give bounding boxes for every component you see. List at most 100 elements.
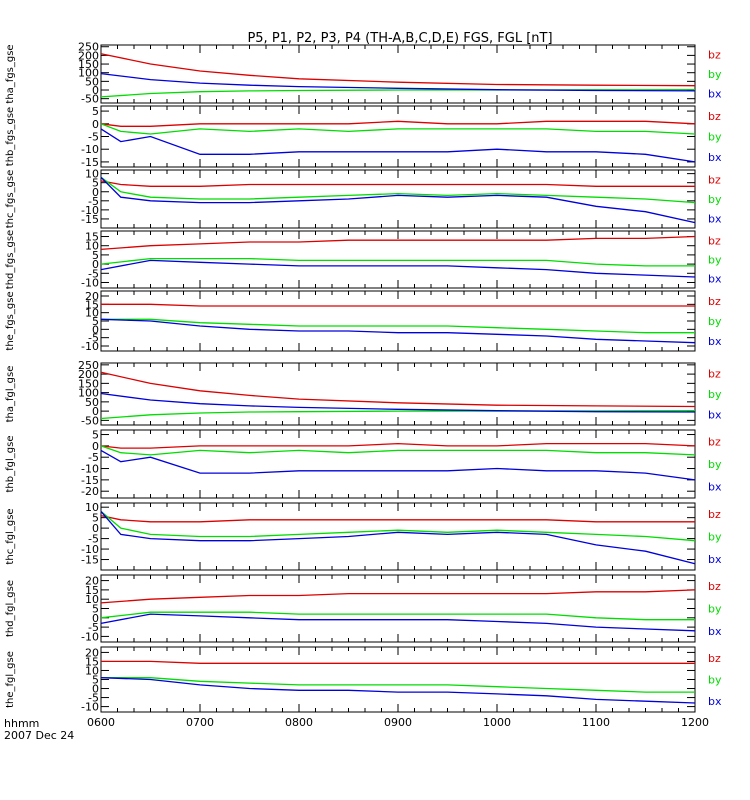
y-tick-label: 0 [92,84,99,97]
panel-frame [100,290,696,352]
y-tick-label: -15 [81,554,99,567]
y-axis-label: thd_fgs_gse [5,230,16,289]
y-tick-label: 0 [92,405,99,418]
series-line-by [100,257,695,267]
y-tick-label: 0 [92,612,99,625]
x-tick-label: 0600 [87,716,115,729]
y-axis-label: tha_fgl_gse [5,366,16,423]
legend-label-by: by [708,315,722,328]
series-line-bx [100,449,696,481]
legend-label-by: by [708,388,722,401]
legend-label-bz: bz [708,508,721,521]
y-tick-label: 15 [85,584,99,597]
y-tick-label: -5 [88,621,99,634]
y-tick-label: -10 [81,543,99,556]
series-line-bx [100,677,696,704]
y-tick-label: 10 [85,240,99,253]
legend-label-bz: bz [708,580,721,593]
y-tick-label: 5 [92,249,99,262]
chart-title: P5, P1, P2, P3, P4 (TH-A,B,C,D,E) FGS, F… [247,31,552,46]
series-line-by [100,510,696,542]
y-tick-label: 20 [85,290,99,303]
panel-frame [100,105,696,168]
panel-frame [100,646,696,713]
y-tick-label: 100 [78,67,99,80]
series-line-bx [100,72,696,92]
y-tick-label: 250 [78,41,99,54]
y-tick-label: 10 [85,664,99,677]
y-tick-label: -5 [88,451,99,464]
y-tick-label: 15 [85,231,99,244]
y-tick-label: 5 [92,315,99,328]
y-axis-label: thc_fgl_gse [5,508,16,564]
panel-frame [100,44,696,104]
y-tick-label: 5 [92,674,99,687]
y-axis-label: thd_fgl_gse [5,580,16,637]
x-tick-label: 0700 [186,716,214,729]
x-tick-label: 1200 [681,716,709,729]
y-tick-label: 15 [85,655,99,668]
y-tick-label: 10 [85,593,99,606]
y-tick-label: 150 [78,58,99,71]
y-tick-label: 20 [85,646,99,659]
y-tick-label: -15 [81,156,99,169]
y-tick-label: -5 [88,195,99,208]
legend-label-by: by [708,603,722,616]
y-axis-label: thb_fgl_gse [5,436,16,493]
y-tick-label: 0 [92,186,99,199]
legend-label-bz: bz [708,174,721,187]
y-tick-label: -10 [81,463,99,476]
y-tick-label: -5 [88,267,99,280]
series-line-bz [100,514,695,523]
date-label: 2007 Dec 24 [4,729,74,742]
series-line-bz [100,442,696,449]
y-tick-label: -10 [81,340,99,353]
y-tick-label: 0 [92,118,99,131]
y-tick-label: 50 [85,75,99,88]
legend-label-by: by [708,68,722,81]
legend-label-bz: bz [708,367,721,380]
series-line-bz [100,53,696,87]
legend-label-bz: bz [708,435,721,448]
y-tick-label: 0 [92,440,99,453]
series-line-bz [100,180,695,187]
y-tick-label: 5 [92,105,99,118]
series-line-by [101,677,695,693]
y-tick-label: -5 [88,332,99,345]
legend-label-bx: bx [708,625,722,638]
y-tick-label: 0 [92,258,99,271]
legend-label-by: by [708,254,722,267]
y-tick-label: -15 [81,474,99,487]
y-tick-label: -10 [81,630,99,643]
y-tick-label: 20 [85,575,99,588]
y-tick-label: -10 [81,276,99,289]
legend-label-bz: bz [708,295,721,308]
y-tick-label: 5 [92,512,99,525]
y-tick-label: -10 [81,204,99,217]
series-line-bx [100,259,696,278]
y-tick-label: 0 [92,683,99,696]
legend-label-bz: bz [708,235,721,248]
panel-thb_fgs_gse: 50-5-10-15 thb_fgs_gse bz by bx [5,105,722,169]
series-line-bx [100,613,696,632]
y-tick-label: 200 [78,49,99,62]
y-tick-label: -20 [81,485,99,498]
series-line-bz [100,371,696,408]
legend-label-bx: bx [708,553,722,566]
y-tick-label: 50 [85,396,99,409]
y-tick-label: 100 [78,387,99,400]
x-tick-label: 0800 [285,716,313,729]
panel-thb_fgl_gse: 50-5-10-15-20 thb_fgl_gse bz by bx [5,429,722,499]
y-tick-label: 200 [78,368,99,381]
legend-label-by: by [708,193,722,206]
panel-frame [100,362,696,426]
series-line-by [100,611,695,621]
